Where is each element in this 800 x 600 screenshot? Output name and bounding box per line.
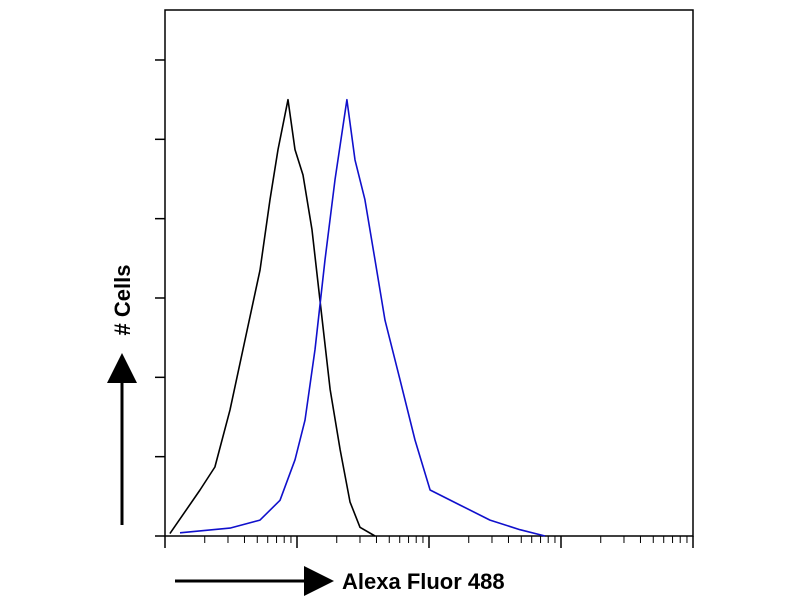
plot-frame — [164, 9, 694, 537]
histogram-line — [179, 98, 546, 537]
y-axis-label: # Cells — [110, 265, 135, 336]
x-axis-label: Alexa Fluor 488 — [342, 569, 505, 594]
histogram-line — [169, 98, 376, 537]
